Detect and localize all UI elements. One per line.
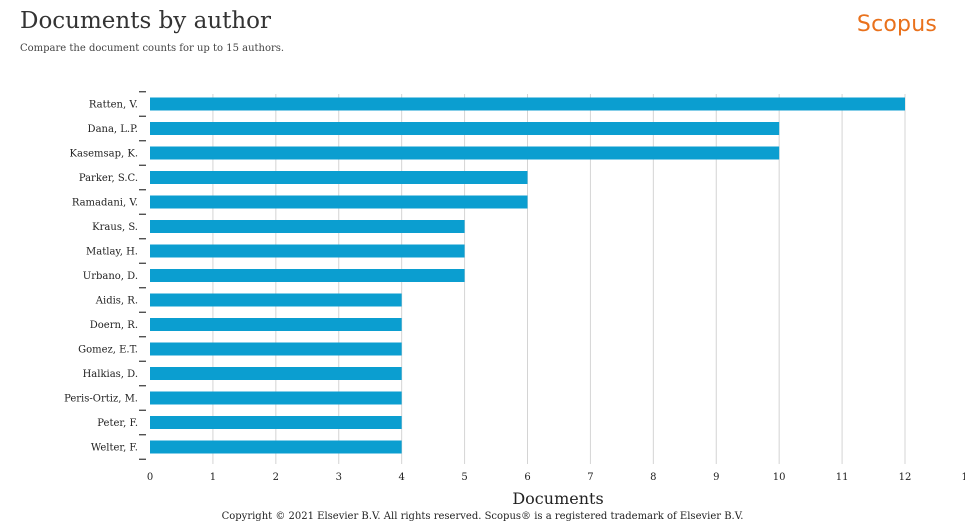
x-tick-label: 6 <box>524 472 530 483</box>
x-tick-label: 10 <box>773 472 786 483</box>
x-tick-label: 7 <box>587 472 593 483</box>
y-tick-label: Kraus, S. <box>92 222 138 233</box>
bars <box>150 97 905 454</box>
x-tick-label: 5 <box>461 472 467 483</box>
y-axis-ticks <box>139 91 146 460</box>
bar[interactable] <box>150 391 402 405</box>
y-tick-label: Doern, R. <box>90 320 138 331</box>
x-tick-label: 8 <box>650 472 656 483</box>
scopus-logo[interactable]: Scopus <box>856 12 937 37</box>
bar[interactable] <box>150 171 528 184</box>
bar[interactable] <box>150 416 402 429</box>
y-tick-label: Welter, F. <box>91 443 138 454</box>
x-tick-label: 9 <box>713 472 719 483</box>
bar[interactable] <box>150 244 465 258</box>
y-tick-label: Urbano, D. <box>83 271 138 282</box>
bar[interactable] <box>150 367 402 380</box>
y-tick-label: Kasemsap, K. <box>70 149 138 160</box>
y-tick-label: Halkias, D. <box>83 369 138 380</box>
bar[interactable] <box>150 97 905 111</box>
y-tick-label: Aidis, R. <box>95 296 138 307</box>
y-tick-label: Matlay, H. <box>86 247 138 258</box>
bar[interactable] <box>150 342 402 356</box>
y-tick-label: Dana, L.P. <box>88 124 138 135</box>
bar[interactable] <box>150 440 402 454</box>
bar[interactable] <box>150 318 402 331</box>
x-tick-label: 13 <box>962 472 965 483</box>
bar[interactable] <box>150 293 402 307</box>
y-tick-label: Ratten, V. <box>89 100 138 111</box>
bar[interactable] <box>150 195 528 209</box>
y-tick-label: Peris-Ortiz, M. <box>64 394 138 405</box>
chart-subtitle: Compare the document counts for up to 15… <box>20 43 285 54</box>
y-axis-labels: Ratten, V. Dana, L.P. Kasemsap, K. Parker, … <box>64 100 138 454</box>
chart-title: Documents by author <box>20 8 272 34</box>
x-tick-label: 2 <box>273 472 279 483</box>
x-tick-label: 1 <box>210 472 216 483</box>
bar[interactable] <box>150 122 780 135</box>
copyright-notice: Copyright © 2021 Elsevier B.V. All right… <box>221 511 744 522</box>
x-axis-labels: 012345678910111213 <box>147 472 965 483</box>
x-tick-label: 4 <box>398 472 404 483</box>
x-tick-label: 3 <box>336 472 342 483</box>
bar[interactable] <box>150 269 465 282</box>
x-tick-label: 11 <box>836 472 849 483</box>
y-tick-label: Peter, F. <box>97 418 138 429</box>
bar[interactable] <box>150 146 780 160</box>
y-tick-label: Parker, S.C. <box>79 173 138 184</box>
x-axis-title: Documents <box>512 489 603 508</box>
bar[interactable] <box>150 220 465 233</box>
x-tick-label: 12 <box>899 472 912 483</box>
y-tick-label: Gomez, E.T. <box>78 345 138 356</box>
y-tick-label: Ramadani, V. <box>72 198 138 209</box>
x-tick-label: 0 <box>147 472 153 483</box>
